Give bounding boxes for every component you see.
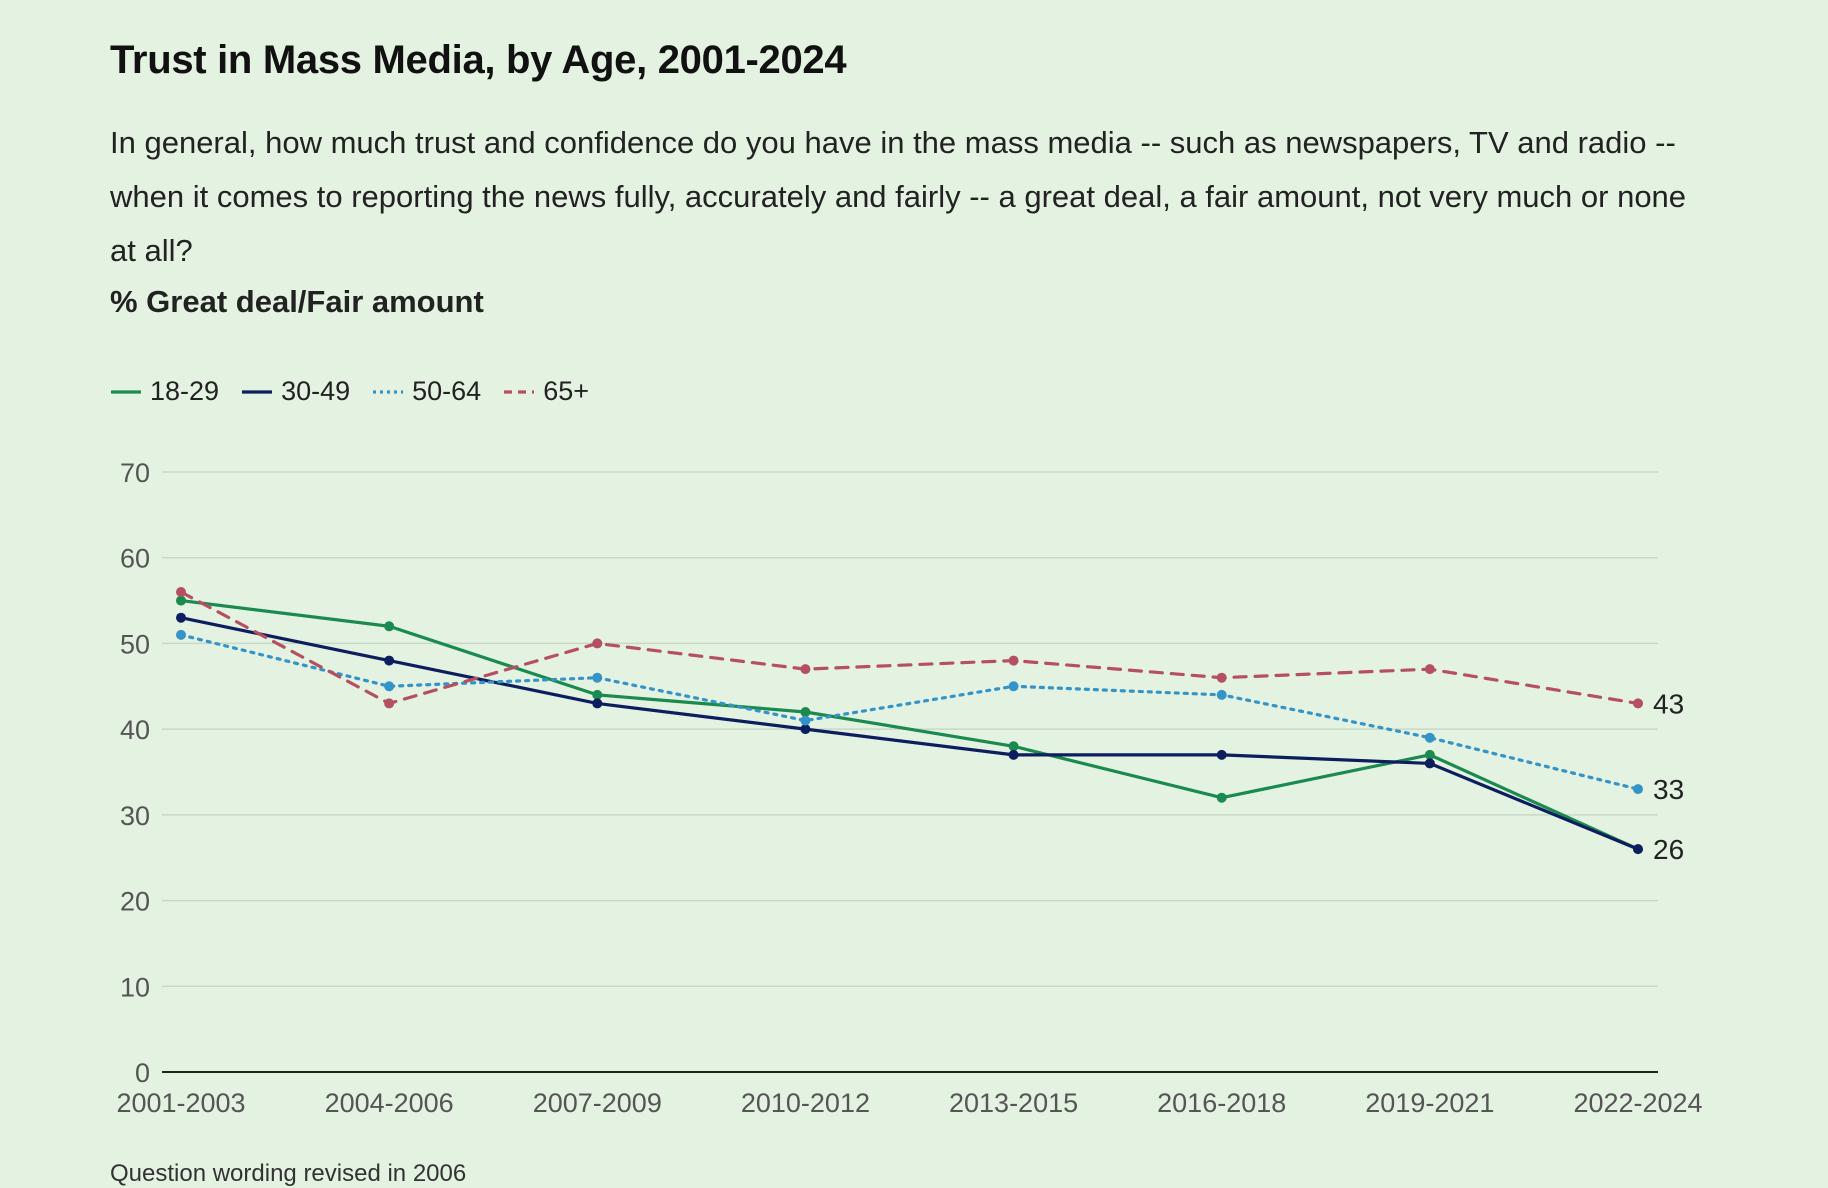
legend-item-50-64: 50-64: [372, 376, 481, 407]
data-point-30-49: [176, 612, 186, 623]
data-point-18-29: [1424, 749, 1435, 760]
legend-label: 50-64: [412, 376, 482, 406]
data-point-18-29: [1008, 741, 1019, 752]
chart-subtitle: In general, how much trust and confidenc…: [110, 125, 1687, 268]
end-value-label: 33: [1653, 774, 1684, 805]
y-tick-label: 60: [120, 544, 150, 574]
series-line-30-49: [179, 616, 1640, 851]
chart-legend: 18-29 30-49 50-64 65+: [110, 376, 589, 407]
x-tick-label: 2022-2024: [1573, 1088, 1702, 1118]
data-point-50-64: [1216, 689, 1227, 700]
end-value-label: 43: [1653, 688, 1684, 719]
legend-label: 30-49: [281, 376, 351, 406]
data-point-65+: [1216, 672, 1227, 683]
data-point-50-64: [1424, 732, 1435, 743]
y-tick-label: 70: [120, 458, 150, 488]
series-line-18-29: [179, 598, 1640, 851]
data-point-65+: [1008, 655, 1019, 666]
legend-item-30-49: 30-49: [241, 376, 350, 407]
data-point-30-49: [592, 698, 603, 709]
x-tick-label: 2016-2018: [1157, 1088, 1286, 1118]
y-tick-label: 20: [120, 887, 150, 917]
y-tick-label: 40: [120, 715, 150, 745]
legend-swatch: [111, 389, 141, 394]
legend-label: 65+: [543, 376, 589, 406]
x-tick-label: 2019-2021: [1365, 1088, 1494, 1118]
x-tick-label: 2007-2009: [533, 1088, 662, 1118]
data-point-30-49: [1633, 844, 1643, 855]
data-point-18-29: [176, 595, 186, 606]
data-point-50-64: [1633, 784, 1643, 795]
end-value-label: 26: [1653, 834, 1684, 865]
legend-swatch: [373, 389, 404, 394]
footnote: Question wording revised in 2006: [110, 1160, 467, 1187]
data-point-30-49: [1424, 758, 1435, 769]
data-point-18-29: [384, 621, 395, 632]
legend-item-18-29: 18-29: [110, 376, 219, 407]
x-tick-label: 2010-2012: [741, 1088, 870, 1118]
legend-swatch: [242, 389, 273, 394]
chart-title: Trust in Mass Media, by Age, 2001-2024: [110, 38, 847, 82]
data-point-65+: [176, 587, 186, 597]
series-line-50-64: [179, 633, 1640, 791]
data-point-50-64: [384, 681, 395, 692]
legend-swatch: [504, 389, 535, 394]
data-point-30-49: [1008, 749, 1019, 760]
y-tick-label: 50: [120, 629, 150, 659]
unit-label: % Great deal/Fair amount: [110, 284, 484, 319]
data-point-30-49: [384, 655, 395, 666]
data-point-65+: [592, 638, 603, 649]
data-point-65+: [1424, 664, 1435, 675]
data-point-18-29: [1216, 792, 1227, 803]
data-point-50-64: [592, 672, 603, 683]
line-chart: 0 10 20 30 40 50 60 70 2001-2003 2004-2006 2007-20…: [116, 458, 1702, 1118]
legend-item-65+: 65+: [503, 376, 589, 407]
data-point-50-64: [176, 629, 186, 640]
y-tick-label: 30: [120, 801, 150, 831]
data-point-18-29: [800, 707, 811, 717]
x-tick-label: 2013-2015: [949, 1088, 1078, 1118]
data-point-30-49: [800, 724, 811, 735]
y-tick-label: 0: [135, 1058, 150, 1088]
data-point-50-64: [800, 715, 811, 726]
x-tick-label: 2001-2003: [116, 1088, 245, 1118]
y-tick-label: 10: [120, 972, 150, 1002]
data-point-30-49: [1216, 749, 1227, 760]
data-point-65+: [384, 698, 395, 709]
x-tick-label: 2004-2006: [325, 1088, 454, 1118]
data-point-65+: [1633, 698, 1643, 709]
data-point-18-29: [592, 689, 603, 700]
series-line-65+: [179, 590, 1640, 706]
data-point-50-64: [1008, 681, 1019, 692]
legend-label: 18-29: [150, 376, 220, 406]
data-point-65+: [800, 664, 811, 675]
